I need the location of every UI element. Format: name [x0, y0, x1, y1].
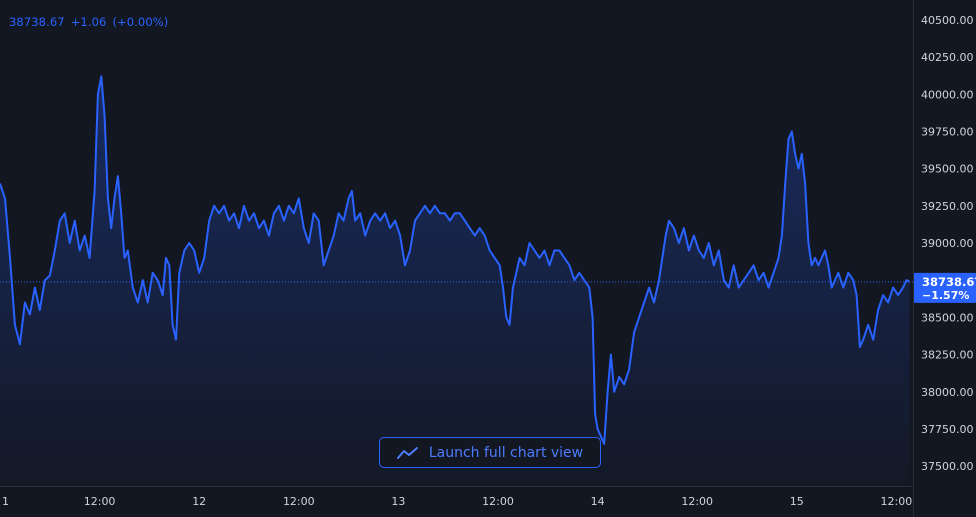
change-pct: (+0.00%)	[112, 15, 169, 29]
y-tick-label: 40000.00	[921, 88, 974, 101]
y-tick-label: 39500.00	[921, 163, 974, 176]
last-price: 38738.67	[9, 15, 65, 29]
y-tick-label: 38500.00	[921, 311, 974, 324]
y-tick-label: 38000.00	[921, 386, 974, 399]
x-tick-label: 1	[2, 495, 9, 508]
x-tick-label: 12:00	[881, 495, 913, 508]
y-tick-label: 37500.00	[921, 460, 974, 473]
y-tick-label: 39250.00	[921, 200, 974, 213]
series-line	[0, 75, 911, 445]
x-tick-label: 12	[192, 495, 206, 508]
launch-button-label: Launch full chart view	[428, 444, 584, 461]
y-tick-label: 40250.00	[921, 51, 974, 64]
last-price-tag: 38738.67−1.57%	[914, 272, 976, 303]
x-tick-label: 12:00	[84, 495, 116, 508]
x-tick-label: 14	[591, 495, 605, 508]
tag-price: 38738.67	[922, 275, 976, 289]
x-tick-label: 13	[391, 495, 405, 508]
series-area	[0, 76, 910, 485]
price-header: 38738.67 +1.06 (+0.00%)	[9, 15, 174, 29]
y-tick-label: 37750.00	[921, 423, 974, 436]
launch-full-chart-button[interactable]: Launch full chart view	[379, 437, 601, 468]
x-tick-label: 15	[790, 495, 804, 508]
change-abs: +1.06	[70, 15, 107, 29]
trend-line-icon	[396, 446, 418, 459]
y-tick-label: 40500.00	[921, 14, 974, 27]
tag-change: −1.57%	[922, 289, 969, 302]
y-tick-label: 38250.00	[921, 349, 974, 362]
x-tick-label: 12:00	[482, 495, 514, 508]
x-tick-label: 12:00	[283, 495, 315, 508]
y-tick-label: 39000.00	[921, 237, 974, 250]
y-tick-label: 39750.00	[921, 125, 974, 138]
x-tick-label: 12:00	[681, 495, 713, 508]
